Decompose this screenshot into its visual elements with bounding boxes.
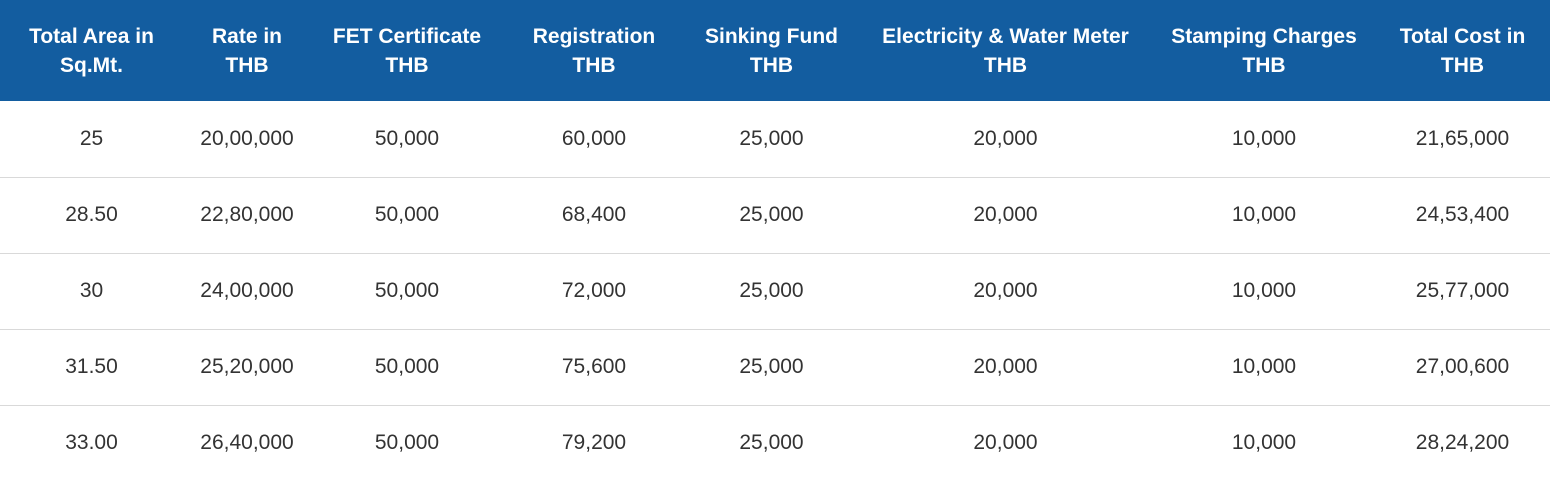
header-line: THB: [572, 53, 616, 77]
cell-registration: 75,600: [561, 355, 627, 378]
header-line: FET Certificate: [332, 24, 482, 48]
cell-sinking-fund: 25,000: [739, 279, 804, 302]
cell-total-cost: 24,53,400: [1415, 203, 1510, 226]
cell-total-cost: 21,65,000: [1415, 126, 1510, 150]
cell-stamping: 10,000: [1231, 431, 1297, 455]
header-line: Sq.Mt.: [60, 53, 123, 77]
header-line: Total Area in: [29, 24, 154, 48]
cell-total-cost: 27,00,600: [1415, 355, 1510, 378]
cell-area: 31.50: [65, 355, 118, 378]
header-electricity-water-meter: Electricity & Water Meter THB: [858, 0, 1153, 101]
header-sinking-fund: Sinking Fund THB: [685, 0, 858, 101]
header-line: Registration: [532, 24, 656, 48]
table-row: 31.50 25,20,000 50,000 75,600 25,000 20,…: [0, 329, 1550, 405]
cell-electricity-water: 20,000: [973, 279, 1038, 302]
cell-fet: 50,000: [374, 126, 440, 150]
header-total-area: Total Area in Sq.Mt.: [0, 0, 183, 101]
table-row: 25 20,00,000 50,000 60,000 25,000 20,000…: [0, 101, 1550, 177]
table-header: Total Area in Sq.Mt. Rate in THB FET Certi…: [0, 0, 1550, 101]
table-row: 28.50 22,80,000 50,000 68,400 25,000 20,…: [0, 177, 1550, 253]
cell-electricity-water: 20,000: [973, 203, 1038, 226]
header-registration: Registration THB: [503, 0, 685, 101]
cell-stamping: 10,000: [1231, 126, 1297, 150]
header-line: Rate in: [211, 24, 282, 48]
header-line: Sinking Fund: [705, 24, 838, 48]
cell-area: 30: [79, 279, 104, 302]
header-line: THB: [749, 53, 794, 77]
header-line: THB: [225, 53, 269, 77]
cell-fet: 50,000: [374, 279, 440, 302]
cell-electricity-water: 20,000: [973, 431, 1038, 455]
header-line: Stamping Charges: [1171, 24, 1357, 48]
cell-rate: 25,20,000: [200, 355, 294, 378]
cell-stamping: 10,000: [1231, 279, 1297, 302]
cell-stamping: 10,000: [1231, 355, 1297, 378]
cell-area: 28.50: [65, 203, 118, 226]
cell-rate: 24,00,000: [200, 279, 294, 302]
header-line: THB: [983, 53, 1028, 77]
cell-electricity-water: 20,000: [973, 355, 1038, 378]
cell-registration: 72,000: [561, 279, 627, 302]
cell-stamping: 10,000: [1231, 203, 1297, 226]
cell-fet: 50,000: [374, 431, 440, 455]
cell-rate: 26,40,000: [200, 431, 294, 455]
cell-rate: 20,00,000: [200, 126, 294, 150]
cell-area: 25: [79, 126, 104, 150]
cell-registration: 79,200: [561, 431, 627, 455]
header-line: THB: [385, 53, 429, 77]
cell-area: 33.00: [65, 431, 118, 455]
header-row: Total Area in Sq.Mt. Rate in THB FET Certi…: [0, 0, 1550, 101]
header-line: Electricity & Water Meter: [882, 24, 1129, 48]
cell-sinking-fund: 25,000: [739, 203, 804, 226]
cell-sinking-fund: 25,000: [739, 126, 804, 150]
table-body: 25 20,00,000 50,000 60,000 25,000 20,000…: [0, 101, 1550, 478]
cell-registration: 60,000: [561, 126, 627, 150]
header-stamping-charges: Stamping Charges THB: [1153, 0, 1375, 101]
header-total-cost: Total Cost in THB: [1375, 0, 1550, 101]
cell-fet: 50,000: [374, 355, 440, 378]
header-rate: Rate in THB: [183, 0, 311, 101]
cell-registration: 68,400: [561, 203, 627, 226]
header-fet-certificate: FET Certificate THB: [311, 0, 503, 101]
cell-electricity-water: 20,000: [973, 126, 1038, 150]
header-line: Total Cost in: [1399, 24, 1526, 48]
cell-total-cost: 28,24,200: [1415, 431, 1510, 455]
cell-fet: 50,000: [374, 203, 440, 226]
cell-total-cost: 25,77,000: [1415, 279, 1510, 302]
cell-rate: 22,80,000: [200, 203, 294, 226]
table-row: 30 24,00,000 50,000 72,000 25,000 20,000…: [0, 253, 1550, 329]
table-row: 33.00 26,40,000 50,000 79,200 25,000 20,…: [0, 405, 1550, 478]
cell-sinking-fund: 25,000: [739, 355, 804, 378]
header-line: THB: [1242, 53, 1286, 77]
header-line: THB: [1440, 53, 1485, 77]
cell-sinking-fund: 25,000: [739, 431, 804, 455]
